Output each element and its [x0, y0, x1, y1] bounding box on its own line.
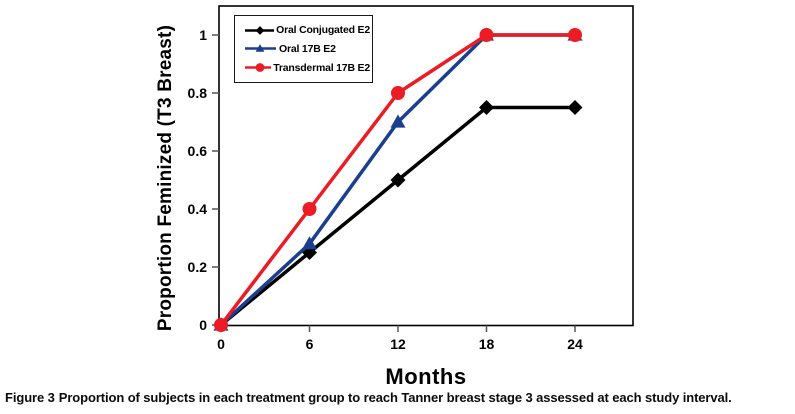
legend-label: Oral Conjugated E2 [276, 24, 370, 37]
data-point [567, 100, 583, 115]
data-point [390, 114, 406, 128]
data-point [302, 236, 317, 250]
legend-label: Oral 17B E2 [279, 42, 336, 55]
x-tick-label: 24 [567, 336, 583, 352]
y-tick-label: 0 [199, 317, 207, 333]
figure-caption-text: Proportion of subjects in each treatment… [58, 390, 732, 405]
diamond-marker-icon [245, 25, 275, 35]
x-tick-label: 6 [306, 336, 314, 352]
data-point [255, 44, 265, 53]
legend-item-oral-conjugated-e2: Oral Conjugated E2 [244, 24, 370, 37]
y-tick-label: 0.2 [188, 259, 208, 275]
legend-label: Transdermal 17B E2 [273, 61, 370, 74]
figure-caption-label: Figure 3 [5, 390, 55, 405]
data-point [302, 202, 317, 216]
x-axis-title: Months [385, 364, 466, 388]
line-chart: 0 6 12 18 24 0 0.2 0.4 0.6 0.8 1 Months Proportion… [155, 5, 634, 389]
x-tick-label: 18 [479, 336, 495, 352]
legend-item-transdermal-17b-e2: Transdermal 17B E2 [244, 61, 370, 74]
data-point [479, 28, 494, 42]
x-tick-label: 12 [390, 336, 406, 352]
y-tick-label: 0.4 [188, 201, 208, 217]
y-tick-label: 0.8 [188, 85, 208, 101]
plot-area [218, 5, 634, 327]
legend: Oral Conjugated E2 Oral 17B E2 Transderm… [234, 15, 373, 83]
triangle-marker-icon [245, 44, 276, 53]
data-point [391, 86, 405, 100]
y-tick-label: 1 [199, 27, 207, 43]
data-point [479, 100, 494, 115]
figure-caption: Figure 3 Proportion of subjects in each t… [5, 390, 791, 405]
y-tick-label: 0.6 [188, 143, 208, 159]
circle-marker-icon [245, 63, 272, 73]
x-tick-label: 0 [217, 336, 225, 352]
y-axis-title: Proportion Feminized (T3 Breast) [155, 25, 176, 331]
data-point [255, 25, 265, 35]
data-series [213, 27, 583, 333]
series-line [219, 105, 575, 327]
legend-item-oral-17b-e2: Oral 17B E2 [244, 42, 370, 55]
data-point [390, 172, 406, 188]
data-point [568, 28, 582, 42]
data-point [255, 63, 265, 73]
data-point [214, 318, 228, 332]
